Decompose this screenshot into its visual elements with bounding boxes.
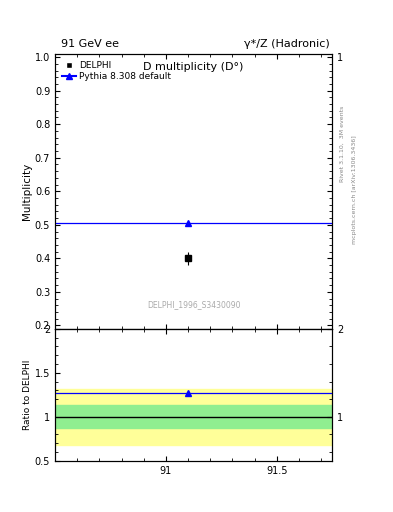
Text: 91 GeV ee: 91 GeV ee [61, 38, 119, 49]
Text: Rivet 3.1.10,  3M events: Rivet 3.1.10, 3M events [340, 105, 345, 182]
Y-axis label: Multiplicity: Multiplicity [22, 163, 32, 220]
Text: D multiplicity (D°): D multiplicity (D°) [143, 62, 244, 72]
Bar [55, 389, 332, 445]
Bar [55, 406, 332, 428]
Y-axis label: Ratio to DELPHI: Ratio to DELPHI [23, 359, 32, 430]
Text: γ*/Z (Hadronic): γ*/Z (Hadronic) [244, 38, 330, 49]
Legend: DELPHI, Pythia 8.308 default: DELPHI, Pythia 8.308 default [59, 58, 174, 83]
Text: DELPHI_1996_S3430090: DELPHI_1996_S3430090 [147, 301, 240, 310]
Text: mcplots.cern.ch [arXiv:1306.3436]: mcplots.cern.ch [arXiv:1306.3436] [352, 135, 357, 244]
